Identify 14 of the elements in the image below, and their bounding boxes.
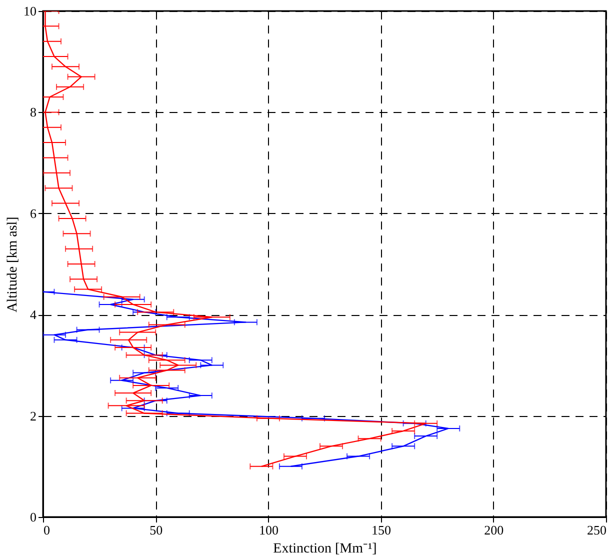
y-tick-label: 10 [24, 4, 36, 18]
y-tick-label: 6 [30, 206, 37, 221]
x-tick-label: 50 [150, 522, 163, 538]
y-axis-title: Altitude [km asl] [6, 216, 20, 312]
x-tick-label: 100 [258, 522, 278, 538]
x-tick-label: 150 [372, 522, 392, 538]
y-tick-label: 8 [30, 104, 36, 120]
x-tick-label: 200 [484, 522, 504, 538]
y-tick-label: 0 [30, 510, 36, 524]
x-tick-label: 250 [587, 522, 606, 538]
y-tick-label: 2 [30, 408, 36, 424]
x-axis-title: Extinction [Mm⁻¹] [273, 542, 377, 556]
y-tick-label: 4 [30, 307, 37, 322]
x-tick-label: 0 [44, 522, 50, 538]
